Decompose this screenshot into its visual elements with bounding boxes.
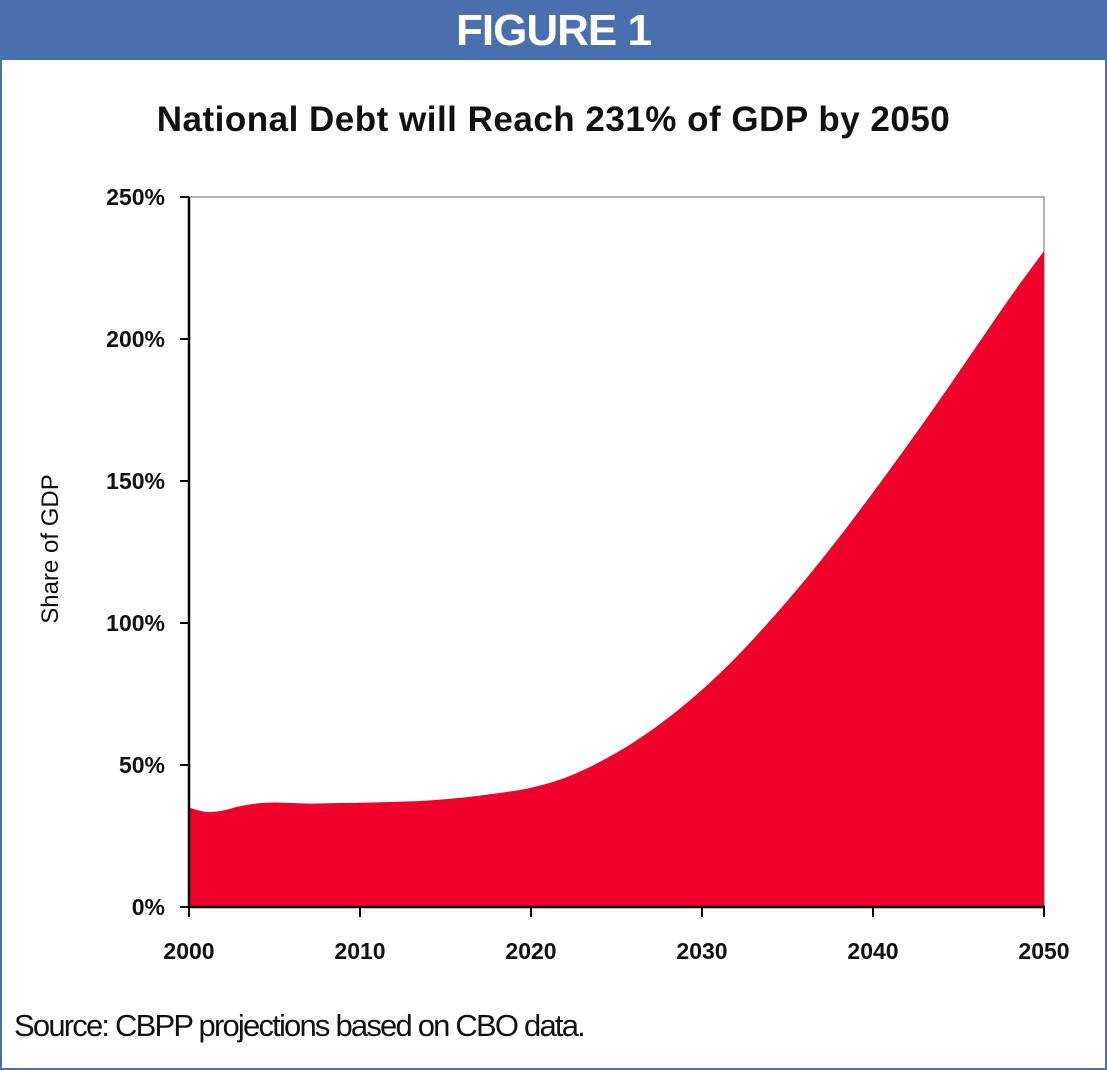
x-tick-label: 2010	[334, 938, 385, 964]
figure-header: FIGURE 1	[2, 2, 1105, 60]
x-tick-label: 2000	[163, 938, 214, 964]
x-tick-label: 2030	[676, 938, 727, 964]
y-axis: 0% 50% 100% 150% 200% 250%	[106, 184, 191, 920]
x-tick-label: 2040	[847, 938, 898, 964]
y-tick-label: 0%	[132, 894, 165, 920]
y-axis-title: Share of GDP	[37, 474, 64, 623]
chart-title: National Debt will Reach 231% of GDP by …	[156, 100, 951, 139]
y-tick-label: 100%	[106, 610, 165, 636]
y-tick-label: 150%	[106, 468, 165, 494]
y-tick-label: 50%	[119, 752, 165, 778]
area-series-0	[189, 250, 1044, 907]
source-note: Source: CBPP projections based on CBO da…	[14, 1008, 586, 1043]
x-tick-label: 2050	[1018, 938, 1069, 964]
x-axis: 2000 2010 2020 2030 2040 2050	[163, 905, 1070, 964]
plot-area	[188, 196, 1045, 908]
y-tick-label: 250%	[106, 184, 165, 210]
x-tick-label: 2020	[505, 938, 556, 964]
y-tick-label: 200%	[106, 326, 165, 352]
